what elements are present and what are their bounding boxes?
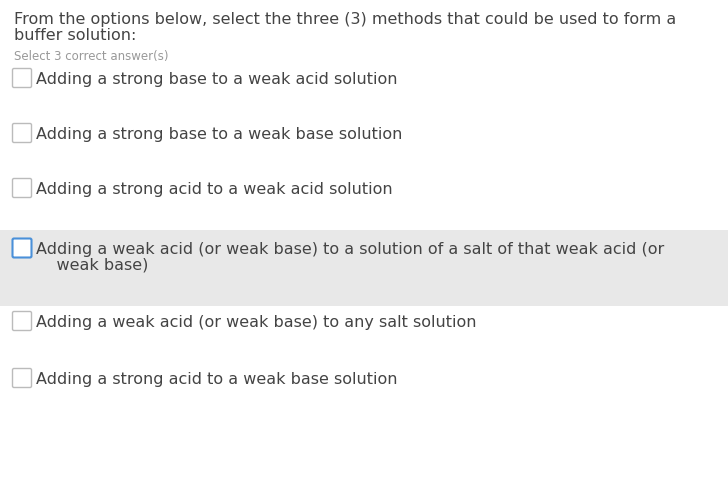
Text: Adding a weak acid (or weak base) to any salt solution: Adding a weak acid (or weak base) to any…: [36, 315, 477, 330]
FancyBboxPatch shape: [12, 368, 31, 388]
FancyBboxPatch shape: [12, 178, 31, 198]
Text: Adding a strong acid to a weak acid solution: Adding a strong acid to a weak acid solu…: [36, 182, 392, 197]
Text: Adding a strong acid to a weak base solution: Adding a strong acid to a weak base solu…: [36, 372, 397, 387]
Text: buffer solution:: buffer solution:: [14, 28, 136, 43]
Text: Adding a strong base to a weak base solution: Adding a strong base to a weak base solu…: [36, 127, 403, 142]
FancyBboxPatch shape: [0, 230, 728, 306]
FancyBboxPatch shape: [12, 312, 31, 330]
Text: From the options below, select the three (3) methods that could be used to form : From the options below, select the three…: [14, 12, 676, 27]
FancyBboxPatch shape: [12, 68, 31, 87]
Text: Adding a strong base to a weak acid solution: Adding a strong base to a weak acid solu…: [36, 72, 397, 87]
Text: weak base): weak base): [36, 258, 149, 273]
Text: Adding a weak acid (or weak base) to a solution of a salt of that weak acid (or: Adding a weak acid (or weak base) to a s…: [36, 242, 664, 257]
Text: Select 3 correct answer(s): Select 3 correct answer(s): [14, 50, 168, 63]
FancyBboxPatch shape: [12, 124, 31, 142]
FancyBboxPatch shape: [12, 238, 31, 258]
